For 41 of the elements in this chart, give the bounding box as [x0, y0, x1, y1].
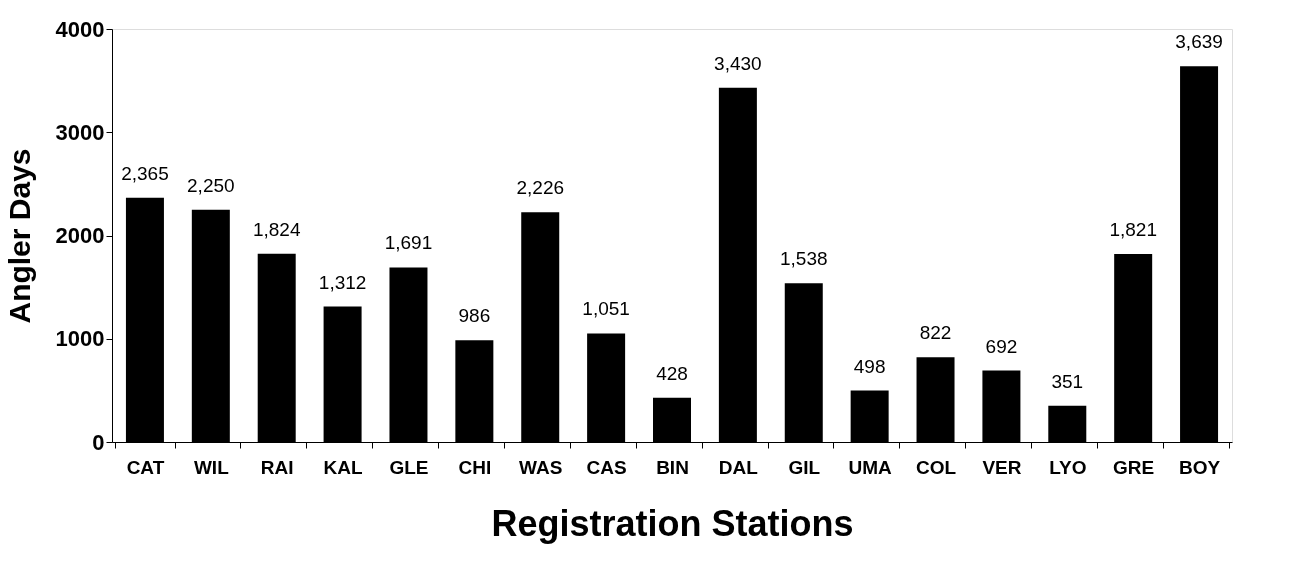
data-label: 428 — [656, 362, 688, 384]
data-label: 1,538 — [779, 248, 828, 270]
data-label: 3,430 — [714, 52, 762, 74]
x-tick-label: CHI — [458, 456, 492, 478]
data-label: 1,312 — [318, 271, 367, 293]
data-label: 692 — [985, 335, 1018, 357]
x-tick-label: BIN — [656, 456, 689, 478]
x-tick-label: DAL — [718, 456, 759, 478]
x-tick-label: VER — [982, 456, 1022, 478]
data-label: 1,821 — [1109, 218, 1157, 240]
data-label: 498 — [853, 355, 886, 377]
x-tick-label: LYO — [1049, 456, 1087, 478]
x-tick-label: WAS — [519, 456, 563, 478]
data-label: 1,824 — [252, 218, 301, 240]
x-tick-label: KAL — [323, 456, 363, 478]
x-axis-title: Registration Stations — [491, 502, 854, 544]
x-tick-label: BOY — [1178, 456, 1221, 478]
x-tick-label: COL — [915, 456, 957, 478]
data-label: 1,691 — [384, 232, 433, 254]
data-label: 3,639 — [1175, 31, 1223, 53]
data-label: 351 — [1051, 370, 1084, 392]
y-tick-label: 4000 — [55, 16, 105, 42]
x-tick-label: UMA — [848, 456, 893, 478]
y-tick-label: 0 — [92, 429, 105, 455]
x-tick-label: RAI — [260, 456, 294, 478]
x-tick-label: GLE — [389, 456, 429, 478]
y-tick-label: 1000 — [55, 326, 105, 352]
y-tick-label: 2000 — [55, 223, 105, 248]
x-tick-label: CAS — [586, 456, 627, 478]
data-label: 986 — [458, 305, 491, 327]
data-label: 2,226 — [516, 177, 565, 199]
y-tick-label: 3000 — [55, 119, 105, 145]
x-tick-label: WIL — [193, 456, 230, 478]
data-label: 1,051 — [582, 298, 630, 320]
x-tick-label: GRE — [1113, 456, 1155, 478]
x-tick-label: CAT — [126, 456, 165, 478]
data-label: 2,365 — [121, 162, 169, 184]
data-label: 2,250 — [187, 174, 235, 196]
data-label: 822 — [919, 322, 952, 344]
x-tick-label: GIL — [788, 456, 821, 478]
y-axis-title: Angler Days — [2, 148, 36, 324]
